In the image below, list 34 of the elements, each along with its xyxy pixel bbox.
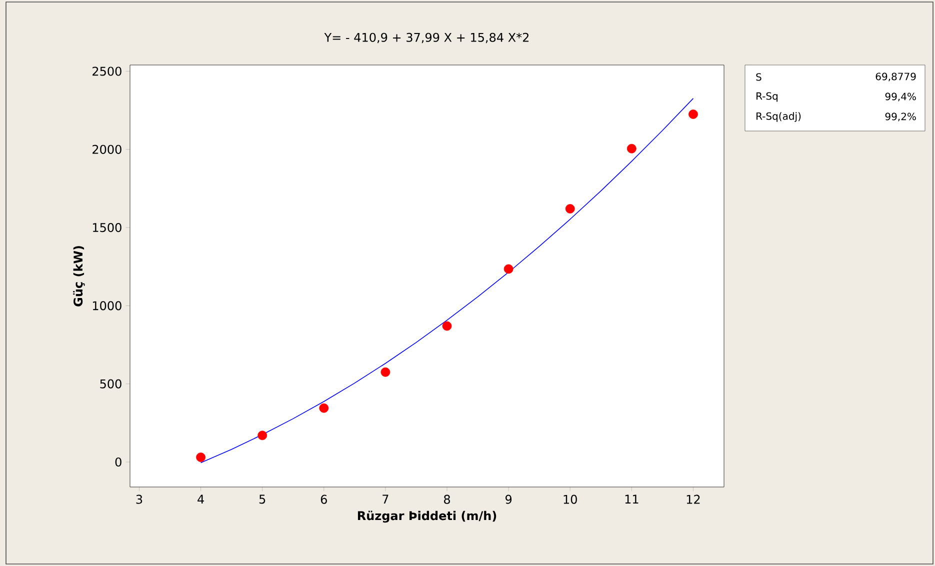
- point: [504, 264, 514, 274]
- x-tick-label: 10: [564, 494, 577, 504]
- point: [626, 144, 636, 154]
- text: 99,2%: [885, 112, 916, 122]
- point: [380, 367, 390, 377]
- text: R-Sq: [756, 92, 778, 102]
- y-tick-label: 1000: [92, 301, 122, 310]
- text: 99,4%: [885, 92, 916, 102]
- x-tick-label: 3: [136, 494, 142, 504]
- text: R-Sq(adj): [756, 112, 801, 122]
- y-tick-label: 0: [115, 457, 122, 467]
- x-tick-label: 11: [625, 494, 638, 504]
- x-tick-label: 9: [505, 494, 512, 504]
- x-tick-label: 6: [320, 494, 327, 504]
- point: [196, 452, 206, 462]
- point: [688, 110, 698, 119]
- y-axis-title: Güç (kW): [73, 246, 85, 306]
- point: [319, 403, 329, 413]
- x-tick-label: 12: [686, 494, 700, 504]
- x-axis-title: Rüzgar Þiddeti (m/h): [358, 510, 496, 523]
- text: 69,8779: [876, 72, 916, 82]
- y-tick-label: 500: [100, 379, 122, 388]
- point: [442, 321, 452, 331]
- chart-title: Y= - 410,9 + 37,99 X + 15,84 X*2: [324, 32, 528, 44]
- point: [258, 430, 268, 440]
- x-tick-label: 4: [198, 494, 204, 504]
- x-tick-label: 8: [444, 494, 450, 504]
- y-tick-label: 2000: [92, 144, 122, 154]
- y-tick-label: 1500: [92, 223, 122, 232]
- text: S: [756, 73, 762, 81]
- point: [565, 204, 575, 214]
- x-tick-label: 5: [259, 494, 266, 504]
- x-tick-label: 7: [382, 494, 388, 504]
- y-tick-label: 2500: [92, 66, 122, 76]
